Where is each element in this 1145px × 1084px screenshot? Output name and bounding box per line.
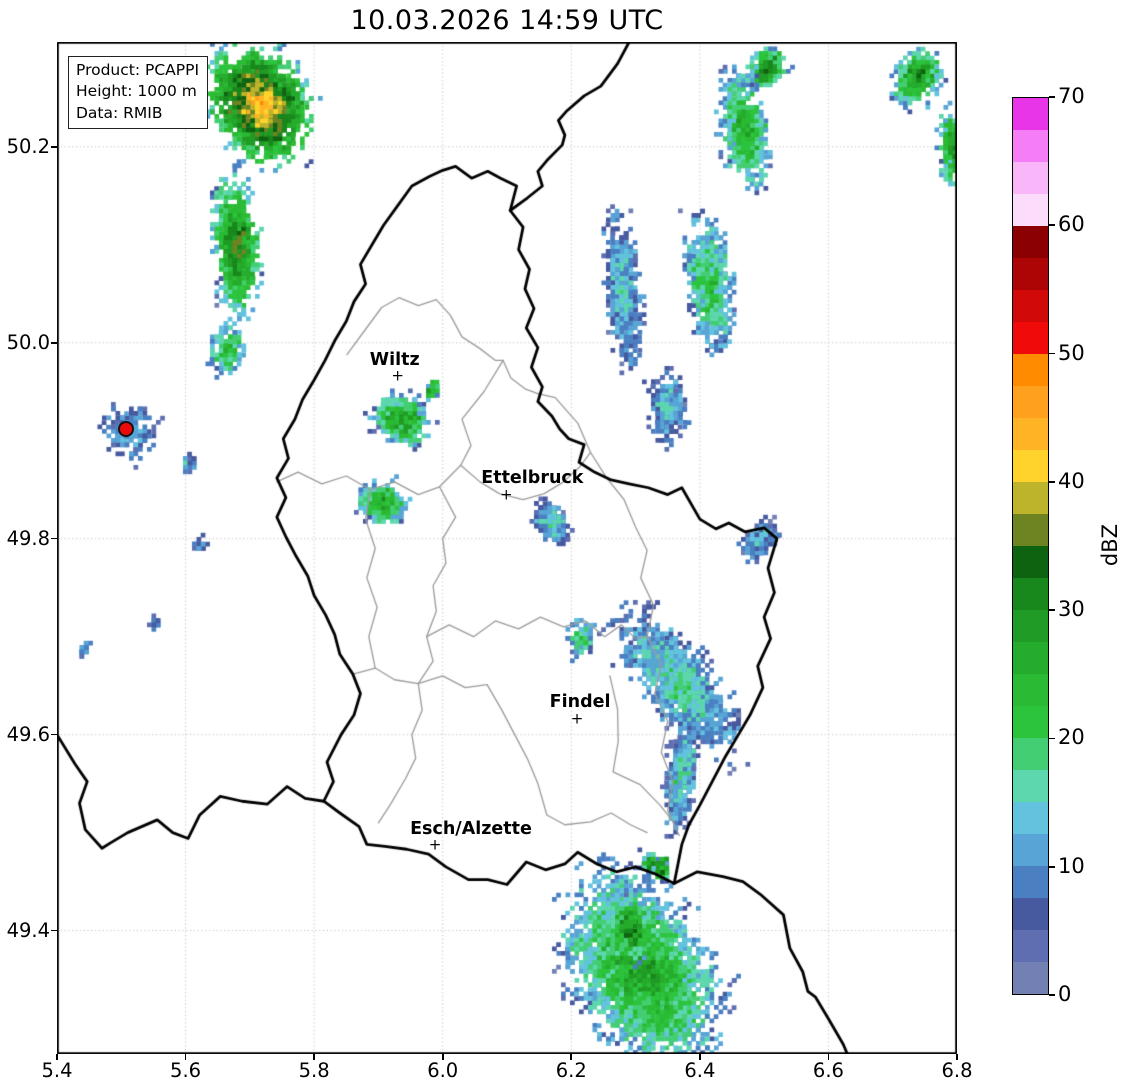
colorbar-segment — [1013, 226, 1048, 258]
colorbar-segment — [1013, 770, 1048, 802]
colorbar-segment — [1013, 290, 1048, 322]
city-label: Ettelbruck — [481, 467, 584, 488]
colorbar-segment — [1013, 354, 1048, 386]
colorbar-tick-mark — [1049, 865, 1055, 868]
colorbar-unit-label: dBZ — [1098, 523, 1122, 567]
colorbar-segment — [1013, 194, 1048, 226]
y-tick-label: 49.6 — [6, 722, 50, 746]
colorbar-tick-label: 40 — [1058, 468, 1085, 493]
colorbar-segment — [1013, 642, 1048, 674]
x-tick-label: 5.8 — [298, 1059, 330, 1082]
colorbar-tick-mark — [1049, 737, 1055, 740]
data-source-line: Data: RMIB — [76, 103, 163, 122]
colorbar-segment — [1013, 706, 1048, 738]
colorbar-segment — [1013, 130, 1048, 162]
x-tick-label: 6.4 — [684, 1059, 716, 1082]
radar-site-marker — [118, 420, 135, 437]
colorbar-segment — [1013, 578, 1048, 610]
colorbar-segment — [1013, 738, 1048, 770]
city-label: Esch/Alzette — [410, 819, 532, 840]
colorbar-tick-label: 20 — [1058, 725, 1085, 750]
colorbar-tick-mark — [1049, 994, 1055, 996]
radar-map-canvas — [57, 42, 957, 1054]
y-tick-label: 49.8 — [6, 526, 50, 550]
y-tick-label: 50.0 — [6, 330, 50, 354]
city-label: Findel — [549, 691, 611, 712]
x-tick-label: 6.8 — [941, 1059, 973, 1082]
colorbar-tick-mark — [1049, 96, 1055, 98]
x-tick-mark — [313, 1054, 315, 1060]
y-tick-label: 50.2 — [6, 134, 50, 158]
colorbar-segment — [1013, 386, 1048, 418]
colorbar-tick-label: 0 — [1058, 982, 1072, 1006]
y-tick-mark — [51, 537, 57, 540]
colorbar-segment — [1013, 162, 1048, 194]
y-tick-mark — [51, 929, 57, 932]
y-tick-label: 49.4 — [6, 918, 50, 942]
x-tick-mark — [184, 1054, 187, 1060]
colorbar-segment — [1013, 450, 1048, 482]
height-line: Height: 1000 m — [76, 82, 197, 101]
colorbar-segment — [1013, 546, 1048, 578]
colorbar-segment — [1013, 258, 1048, 290]
city-label: Wiltz — [369, 350, 420, 371]
plot-title: 10.03.2026 14:59 UTC — [350, 5, 664, 36]
colorbar-tick-label: 70 — [1058, 84, 1085, 108]
y-tick-mark — [51, 733, 57, 736]
colorbar-segment — [1013, 482, 1048, 514]
colorbar-tick-mark — [1049, 609, 1055, 611]
colorbar-tick-label: 60 — [1058, 212, 1085, 237]
x-tick-label: 6.2 — [555, 1059, 587, 1082]
y-tick-mark — [51, 146, 57, 148]
colorbar-tick-mark — [1049, 224, 1055, 227]
city-plus-marker: + — [570, 709, 584, 728]
colorbar-tick-label: 10 — [1058, 853, 1085, 878]
x-tick-label: 6.0 — [427, 1059, 459, 1082]
colorbar-segment — [1013, 962, 1048, 994]
x-tick-mark — [570, 1054, 573, 1060]
colorbar-segment — [1013, 418, 1048, 450]
x-tick-label: 5.6 — [170, 1059, 202, 1082]
colorbar-segment — [1013, 930, 1048, 962]
colorbar — [1012, 97, 1049, 995]
y-tick-mark — [51, 341, 57, 344]
colorbar-segment — [1013, 802, 1048, 834]
colorbar-segment — [1013, 866, 1048, 898]
colorbar-segment — [1013, 610, 1048, 642]
x-tick-label: 5.4 — [41, 1059, 73, 1082]
x-tick-mark — [56, 1054, 58, 1060]
colorbar-segment — [1013, 674, 1048, 706]
colorbar-tick-label: 30 — [1058, 597, 1085, 622]
colorbar-segment — [1013, 898, 1048, 930]
x-tick-mark — [827, 1054, 830, 1060]
x-tick-label: 6.6 — [812, 1059, 844, 1082]
city-plus-marker: + — [391, 366, 404, 385]
city-plus-marker: + — [428, 835, 442, 854]
product-line: Product: PCAPPI — [76, 61, 200, 79]
x-tick-mark — [956, 1054, 958, 1060]
colorbar-tick-label: 50 — [1058, 340, 1085, 365]
colorbar-segment — [1013, 514, 1048, 546]
colorbar-segment — [1013, 322, 1048, 354]
colorbar-segment — [1013, 834, 1048, 866]
product-info-box: Product: PCAPPI Height: 1000 m Data: RMI… — [68, 56, 209, 130]
x-tick-mark — [441, 1054, 444, 1060]
colorbar-segment — [1013, 98, 1048, 130]
city-plus-marker: + — [500, 484, 513, 503]
colorbar-tick-mark — [1049, 481, 1055, 483]
colorbar-tick-mark — [1049, 352, 1055, 355]
x-tick-mark — [699, 1054, 701, 1060]
